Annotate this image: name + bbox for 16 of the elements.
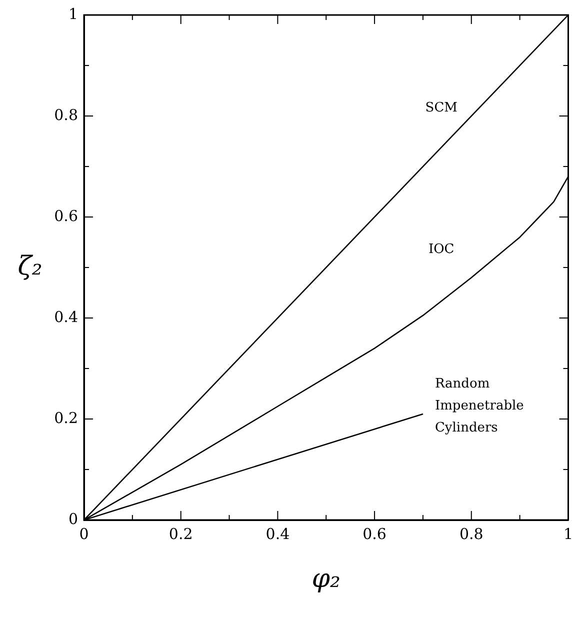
x-tick-label: 1 [563,524,573,543]
y-tick-label: 0.8 [54,106,78,124]
text: IOC [428,242,454,257]
x-axis-title: φ₂ [312,564,340,594]
y-axis-title: ζ₂ [18,251,42,282]
y-tick-label: 0.4 [54,308,78,326]
y-tick-label: 0.6 [54,206,78,225]
x-tick-label: 0.6 [362,524,386,543]
x-tick-label: 0.4 [266,524,290,543]
series-label: SCM [425,100,458,116]
y-tick-label: 1 [68,4,78,23]
x-tick-label: 0.8 [459,524,484,543]
y-tick-label: 0 [68,510,78,528]
y-tick-label: 0.2 [54,408,78,427]
series-label: Random Impenetrable Cylinders [434,376,524,436]
x-tick-label: 0.2 [168,524,193,543]
